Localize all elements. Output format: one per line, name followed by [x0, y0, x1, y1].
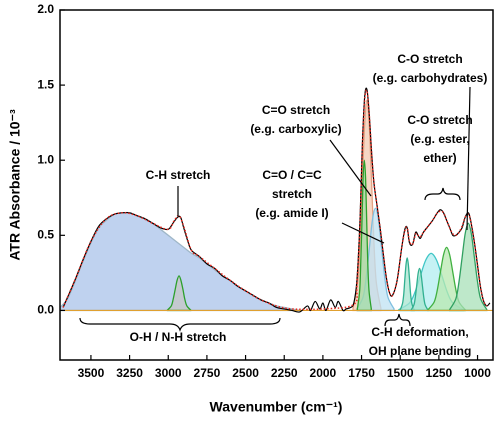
- annotation: C-H stretch: [146, 168, 211, 182]
- annotation: ether): [423, 151, 456, 165]
- component-peak: [449, 222, 488, 312]
- annotation: (e.g. carbohydrates): [373, 71, 488, 85]
- x-axis-label: Wavenumber (cm⁻¹): [210, 399, 343, 415]
- plot-area: [60, 87, 493, 313]
- bracket: [384, 313, 411, 327]
- x-tick-label: 1250: [426, 366, 453, 380]
- component-peak: [410, 267, 429, 312]
- leader-line: [466, 86, 471, 231]
- annotation: O-H / N-H stretch: [130, 330, 227, 344]
- y-tick-label: 2.0: [37, 2, 54, 16]
- annotation: C-H deformation,: [371, 325, 468, 339]
- annotation: C=O / C=C: [262, 168, 322, 182]
- x-tick-label: 2000: [310, 366, 337, 380]
- annotation: stretch: [272, 187, 312, 201]
- y-tick-label: 1.5: [37, 77, 54, 91]
- annotation: (e.g. ester,: [410, 132, 469, 146]
- component-peak: [166, 275, 192, 312]
- leader-line: [329, 139, 372, 197]
- x-tick-label: 1000: [464, 366, 491, 380]
- axes-frame: [59, 9, 494, 361]
- x-tick-label: 3250: [116, 366, 143, 380]
- x-tick-label: 1750: [348, 366, 375, 380]
- y-tick-label: 0.0: [37, 303, 54, 317]
- component-peak: [356, 159, 372, 312]
- leader-line: [341, 222, 385, 244]
- annotation: C=O stretch: [262, 103, 330, 117]
- annotation: (e.g. carboxylic): [250, 122, 341, 136]
- annotation: (e.g. amide I): [255, 206, 328, 220]
- y-axis-label: ATR Absorbance / 10⁻³: [7, 109, 23, 261]
- annotation: C-O stretch: [407, 113, 472, 127]
- annotation-shapes: [79, 86, 471, 332]
- annotation: OH plane bending: [369, 344, 472, 358]
- x-tick-label: 2750: [194, 366, 221, 380]
- x-tick-label: 1500: [387, 366, 414, 380]
- x-tick-label: 3000: [155, 366, 182, 380]
- annotation: C-O stretch: [397, 52, 462, 66]
- y-tick-label: 1.0: [37, 152, 54, 166]
- x-tick-label: 2500: [232, 366, 259, 380]
- component-peak: [399, 257, 415, 312]
- x-tick-label: 2250: [271, 366, 298, 380]
- x-tick-label: 3500: [78, 366, 105, 380]
- bracket: [424, 187, 461, 201]
- bracket: [79, 317, 281, 332]
- y-tick-label: 0.5: [37, 227, 54, 241]
